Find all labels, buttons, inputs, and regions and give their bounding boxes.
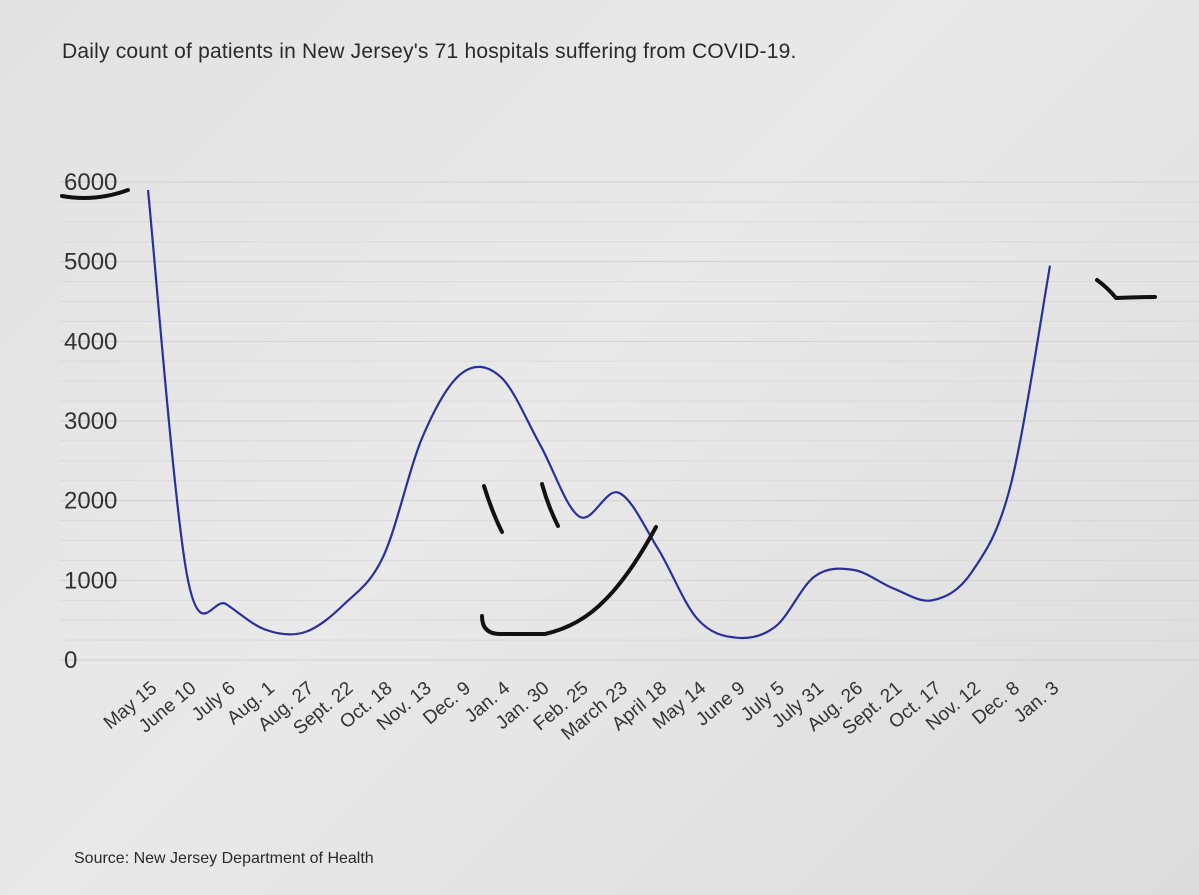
x-tick-label: Jan. 3 (1010, 678, 1063, 727)
grid-lines (60, 181, 1199, 661)
y-tick-label: 5000 (64, 249, 117, 276)
y-tick-label: 0 (64, 647, 77, 674)
y-tick-label: 4000 (64, 328, 117, 355)
tick-mark (1095, 278, 1157, 300)
y-tick-label: 1000 (64, 567, 117, 594)
y-axis-tick-labels: 0 1000 2000 3000 4000 5000 6000 (64, 169, 117, 674)
handwritten-marks (60, 188, 1157, 636)
y-tick-label: 6000 (64, 169, 117, 196)
series-layer (146, 189, 1052, 640)
underline-mark (60, 188, 130, 200)
source-note: Source: New Jersey Department of Health (74, 850, 374, 867)
y-tick-label: 2000 (64, 488, 117, 515)
right-eye-mark (540, 482, 560, 528)
smile-mark (480, 525, 658, 636)
left-eye-mark (482, 484, 504, 534)
y-tick-label: 3000 (64, 408, 117, 435)
series-line (146, 189, 1052, 640)
chart-title: Daily count of patients in New Jersey's … (62, 40, 797, 63)
